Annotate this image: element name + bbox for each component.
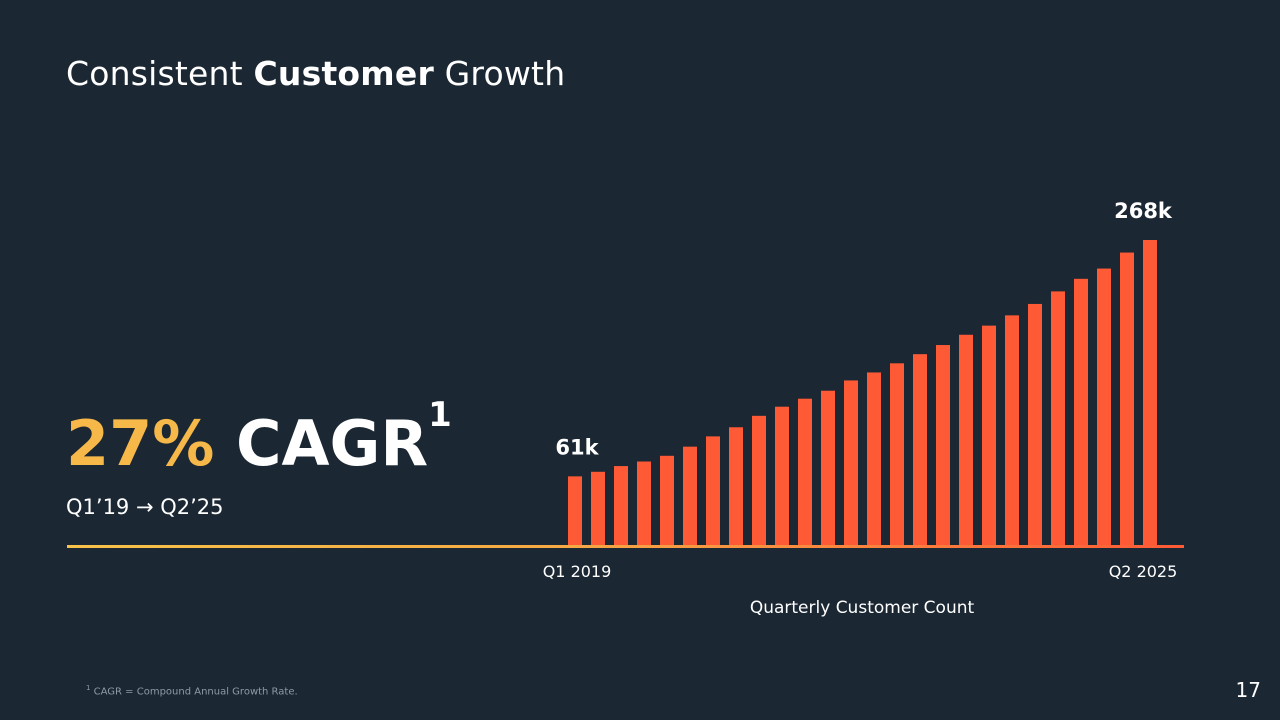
chart-baseline <box>67 545 1184 548</box>
bar-q4-2019 <box>637 461 651 546</box>
title-bold: Customer <box>253 54 434 93</box>
bar-q3-2019 <box>614 466 628 546</box>
footnote-text: CAGR = Compound Annual Growth Rate. <box>93 686 298 698</box>
bar-q2-2024 <box>1051 291 1065 546</box>
bar-q1-2021 <box>752 415 766 546</box>
title-suffix: Growth <box>444 54 566 93</box>
bar-q4-2022 <box>913 354 927 546</box>
cagr-headline: 27% CAGR1 <box>66 398 452 484</box>
title-prefix: Consistent <box>66 54 243 93</box>
bar-q2-2019 <box>591 471 605 546</box>
bar-q1-2020 <box>660 455 674 546</box>
bar-q1-2024 <box>1028 303 1042 546</box>
bar-q3-2024 <box>1074 278 1088 546</box>
cagr-value: 27% <box>66 407 215 480</box>
x-tick-label-first: Q1 2019 <box>543 562 612 581</box>
cagr-footnote-ref: 1 <box>428 395 452 435</box>
bar-q3-2021 <box>798 398 812 546</box>
x-axis-label: Quarterly Customer Count <box>750 598 975 618</box>
data-label-first: 61k <box>555 435 599 459</box>
cagr-period: Q1’19 → Q2’25 <box>66 495 224 519</box>
bar-q1-2025 <box>1120 252 1134 547</box>
bar-q3-2023 <box>982 325 996 546</box>
bar-q1-2023 <box>936 345 950 546</box>
bar-q4-2020 <box>729 427 743 546</box>
footnote: 1 CAGR = Compound Annual Growth Rate. <box>86 684 298 697</box>
footnote-ref: 1 <box>86 684 91 692</box>
bar-q4-2023 <box>1005 315 1019 546</box>
data-label-last: 268k <box>1114 199 1173 223</box>
cagr-label: CAGR <box>236 407 429 480</box>
bar-q2-2021 <box>775 406 789 546</box>
bar-q1-2019 <box>568 476 582 546</box>
x-tick-label-last: Q2 2025 <box>1109 562 1178 581</box>
bar-q2-2025 <box>1143 240 1157 546</box>
bar-q3-2020 <box>706 436 720 546</box>
bar-group <box>568 240 1157 547</box>
bar-q2-2022 <box>867 372 881 546</box>
page-number: 17 <box>1235 678 1261 702</box>
bar-q4-2024 <box>1097 268 1111 546</box>
bar-q3-2022 <box>890 363 904 546</box>
bar-q1-2022 <box>844 380 858 546</box>
bar-q4-2021 <box>821 390 835 546</box>
bar-q2-2020 <box>683 446 697 546</box>
bar-q2-2023 <box>959 334 973 546</box>
slide-title: Consistent Customer Growth <box>66 54 565 93</box>
